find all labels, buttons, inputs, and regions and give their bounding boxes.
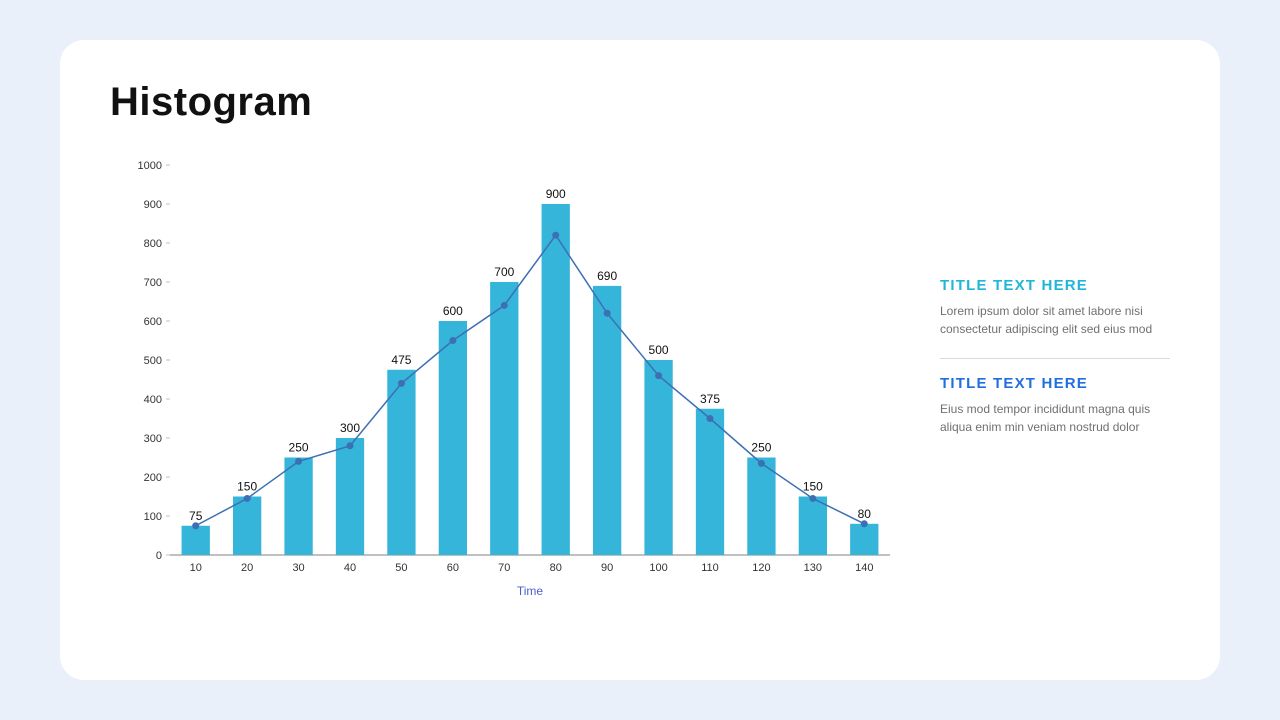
info-block-2: TITLE TEXT HERE Eius mod tempor incididu… (940, 363, 1170, 452)
x-tick-label: 110 (701, 562, 719, 574)
info-divider (940, 358, 1170, 359)
side-panel: TITLE TEXT HERE Lorem ipsum dolor sit am… (940, 145, 1170, 605)
overlay-dot (192, 522, 199, 529)
bar-value-label: 500 (649, 343, 669, 357)
svg-text:800: 800 (144, 238, 162, 250)
bar-value-label: 475 (391, 353, 411, 367)
info-title-2: TITLE TEXT HERE (940, 375, 1170, 392)
bar-value-label: 690 (597, 269, 617, 283)
overlay-dot (809, 495, 816, 502)
svg-text:200: 200 (144, 472, 162, 484)
bar (644, 360, 672, 555)
bar-value-label: 600 (443, 304, 463, 318)
bar (336, 438, 364, 555)
info-block-1: TITLE TEXT HERE Lorem ipsum dolor sit am… (940, 265, 1170, 354)
overlay-dot (449, 337, 456, 344)
x-tick-label: 100 (649, 562, 667, 574)
svg-text:900: 900 (144, 199, 162, 211)
histogram-chart: 0 100 200 300 400 500 600 700 800 900 1000 75 10 150 2… (110, 145, 900, 605)
chart-container: 0 100 200 300 400 500 600 700 800 900 1000 75 10 150 2… (110, 145, 900, 605)
overlay-dot (347, 442, 354, 449)
bar-value-label: 80 (858, 507, 872, 521)
overlay-dot (501, 302, 508, 309)
x-tick-label: 130 (804, 562, 822, 574)
x-tick-label: 20 (241, 562, 253, 574)
overlay-dot (707, 415, 714, 422)
svg-text:100: 100 (144, 511, 162, 523)
bar (747, 458, 775, 556)
page-title: Histogram (110, 80, 1170, 125)
overlay-dot (604, 310, 611, 317)
bar (850, 524, 878, 555)
svg-text:1000: 1000 (138, 160, 162, 172)
x-tick-label: 90 (601, 562, 613, 574)
bar (182, 526, 210, 555)
x-tick-label: 50 (395, 562, 407, 574)
bar-value-label: 300 (340, 421, 360, 435)
x-tick-label: 120 (752, 562, 770, 574)
content-row: 0 100 200 300 400 500 600 700 800 900 1000 75 10 150 2… (110, 145, 1170, 605)
svg-text:300: 300 (144, 433, 162, 445)
overlay-dot (552, 232, 559, 239)
bar (233, 497, 261, 556)
overlay-dot (398, 380, 405, 387)
bar-value-label: 75 (189, 509, 203, 523)
x-tick-label: 10 (190, 562, 202, 574)
bar-value-label: 150 (237, 480, 257, 494)
overlay-dot (758, 460, 765, 467)
svg-text:700: 700 (144, 277, 162, 289)
svg-text:500: 500 (144, 355, 162, 367)
info-desc-2: Eius mod tempor incididunt magna quis al… (940, 400, 1170, 436)
bar-value-label: 375 (700, 392, 720, 406)
x-tick-label: 140 (855, 562, 873, 574)
x-tick-label: 40 (344, 562, 356, 574)
bar (387, 370, 415, 555)
x-tick-label: 80 (550, 562, 562, 574)
bar (696, 409, 724, 555)
slide-card: Histogram 0 100 200 300 400 500 600 700 800 900 10… (60, 40, 1220, 680)
info-desc-1: Lorem ipsum dolor sit amet labore nisi c… (940, 302, 1170, 338)
bar (284, 458, 312, 556)
bar-value-label: 250 (751, 441, 771, 455)
svg-text:0: 0 (156, 550, 162, 562)
x-tick-label: 60 (447, 562, 459, 574)
svg-text:600: 600 (144, 316, 162, 328)
bar (542, 204, 570, 555)
overlay-dot (295, 458, 302, 465)
x-tick-label: 70 (498, 562, 510, 574)
x-axis-title: Time (517, 584, 544, 598)
info-title-1: TITLE TEXT HERE (940, 277, 1170, 294)
bar-value-label: 250 (289, 441, 309, 455)
overlay-dot (655, 372, 662, 379)
overlay-dot (244, 495, 251, 502)
bar-value-label: 700 (494, 265, 514, 279)
x-tick-label: 30 (292, 562, 304, 574)
bar (439, 321, 467, 555)
svg-text:400: 400 (144, 394, 162, 406)
bar-value-label: 150 (803, 480, 823, 494)
overlay-dot (861, 520, 868, 527)
bar-value-label: 900 (546, 187, 566, 201)
bar (799, 497, 827, 556)
bar (490, 282, 518, 555)
